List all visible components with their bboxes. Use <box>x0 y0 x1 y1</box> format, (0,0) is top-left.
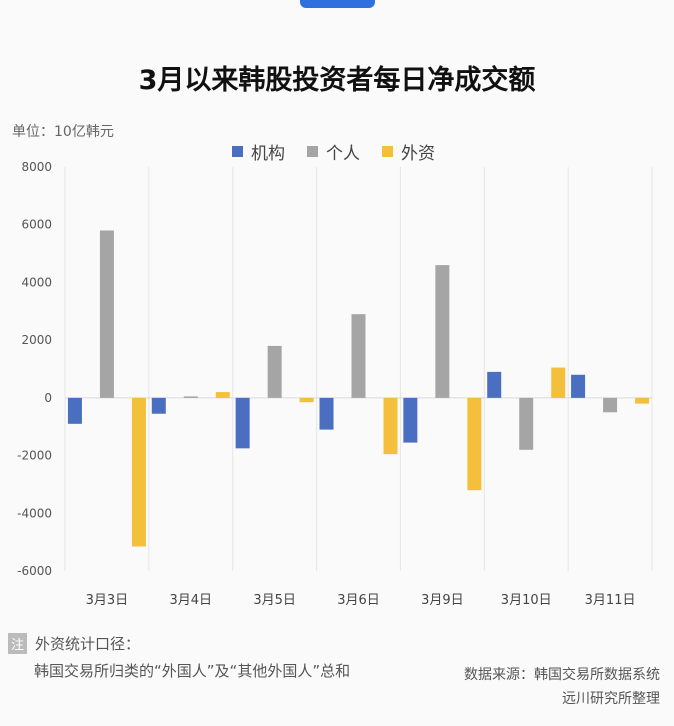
bar-institution <box>571 374 586 398</box>
legend-label: 外资 <box>401 144 435 164</box>
y-tick-label: 8000 <box>21 160 52 174</box>
legend-item-institution: 机构 <box>232 139 285 164</box>
bar-institution <box>487 371 502 398</box>
bar-individual <box>435 265 450 398</box>
y-tick-label: -2000 <box>17 449 52 463</box>
x-tick-label: 3月10日 <box>501 593 552 608</box>
top-accent-tab <box>300 0 375 8</box>
bar-foreign <box>299 397 314 403</box>
x-tick-label: 3月6日 <box>337 593 380 608</box>
bar-foreign <box>383 397 398 455</box>
note: 注外资统计口径： <box>8 633 140 654</box>
bar-foreign <box>215 392 230 398</box>
bar-foreign <box>635 397 650 404</box>
bar-institution <box>67 397 82 424</box>
x-tick-label: 3月3日 <box>86 593 129 608</box>
y-tick-label: 2000 <box>21 333 52 347</box>
y-tick-label: -6000 <box>17 564 52 578</box>
legend-item-foreign: 外资 <box>382 139 435 164</box>
bar-foreign <box>131 397 146 547</box>
source-line1: 数据来源：韩国交易所数据系统 <box>464 667 660 683</box>
bar-individual <box>99 230 114 398</box>
y-tick-label: 6000 <box>21 218 52 232</box>
legend-swatch <box>382 146 393 157</box>
legend-swatch <box>307 146 318 157</box>
bar-institution <box>151 397 166 414</box>
bar-institution <box>403 397 418 443</box>
legend-item-individual: 个人 <box>307 139 360 164</box>
bar-individual <box>351 314 366 398</box>
legend-swatch <box>232 146 243 157</box>
chart-title: 3月以来韩股投资者每日净成交额 <box>138 65 536 96</box>
y-tick-label: 4000 <box>21 275 52 289</box>
bar-foreign <box>551 367 566 398</box>
bar-individual <box>183 396 198 398</box>
y-tick-label: 0 <box>44 391 52 405</box>
x-tick-label: 3月11日 <box>585 593 636 608</box>
note-line2: 韩国交易所归类的“外国人”及“其他外国人”总和 <box>34 662 351 680</box>
bar-institution <box>319 397 334 430</box>
bar-institution <box>235 397 250 449</box>
legend: 机构 个人 外资 <box>232 139 435 164</box>
source-line2: 远川研究所整理 <box>562 691 660 707</box>
x-tick-label: 3月9日 <box>421 593 464 608</box>
note-badge: 注 <box>8 633 28 654</box>
legend-label: 机构 <box>251 144 285 164</box>
bar-individual <box>603 397 618 413</box>
y-tick-label: -4000 <box>17 506 52 520</box>
bar-chart: 8000 6000 4000 2000 0 -2000 -4000 -6000 3月3日 3月4日… <box>17 160 653 608</box>
legend-label: 个人 <box>326 144 360 164</box>
unit-label: 单位：10亿韩元 <box>12 124 114 140</box>
x-tick-label: 3月5日 <box>253 593 296 608</box>
source: 数据来源：韩国交易所数据系统远川研究所整理 <box>464 663 660 711</box>
note-line1: 外资统计口径： <box>35 635 141 653</box>
bar-individual <box>267 345 282 398</box>
x-tick-label: 3月4日 <box>170 593 213 608</box>
bar-foreign <box>467 397 482 491</box>
bar-individual <box>519 397 534 450</box>
